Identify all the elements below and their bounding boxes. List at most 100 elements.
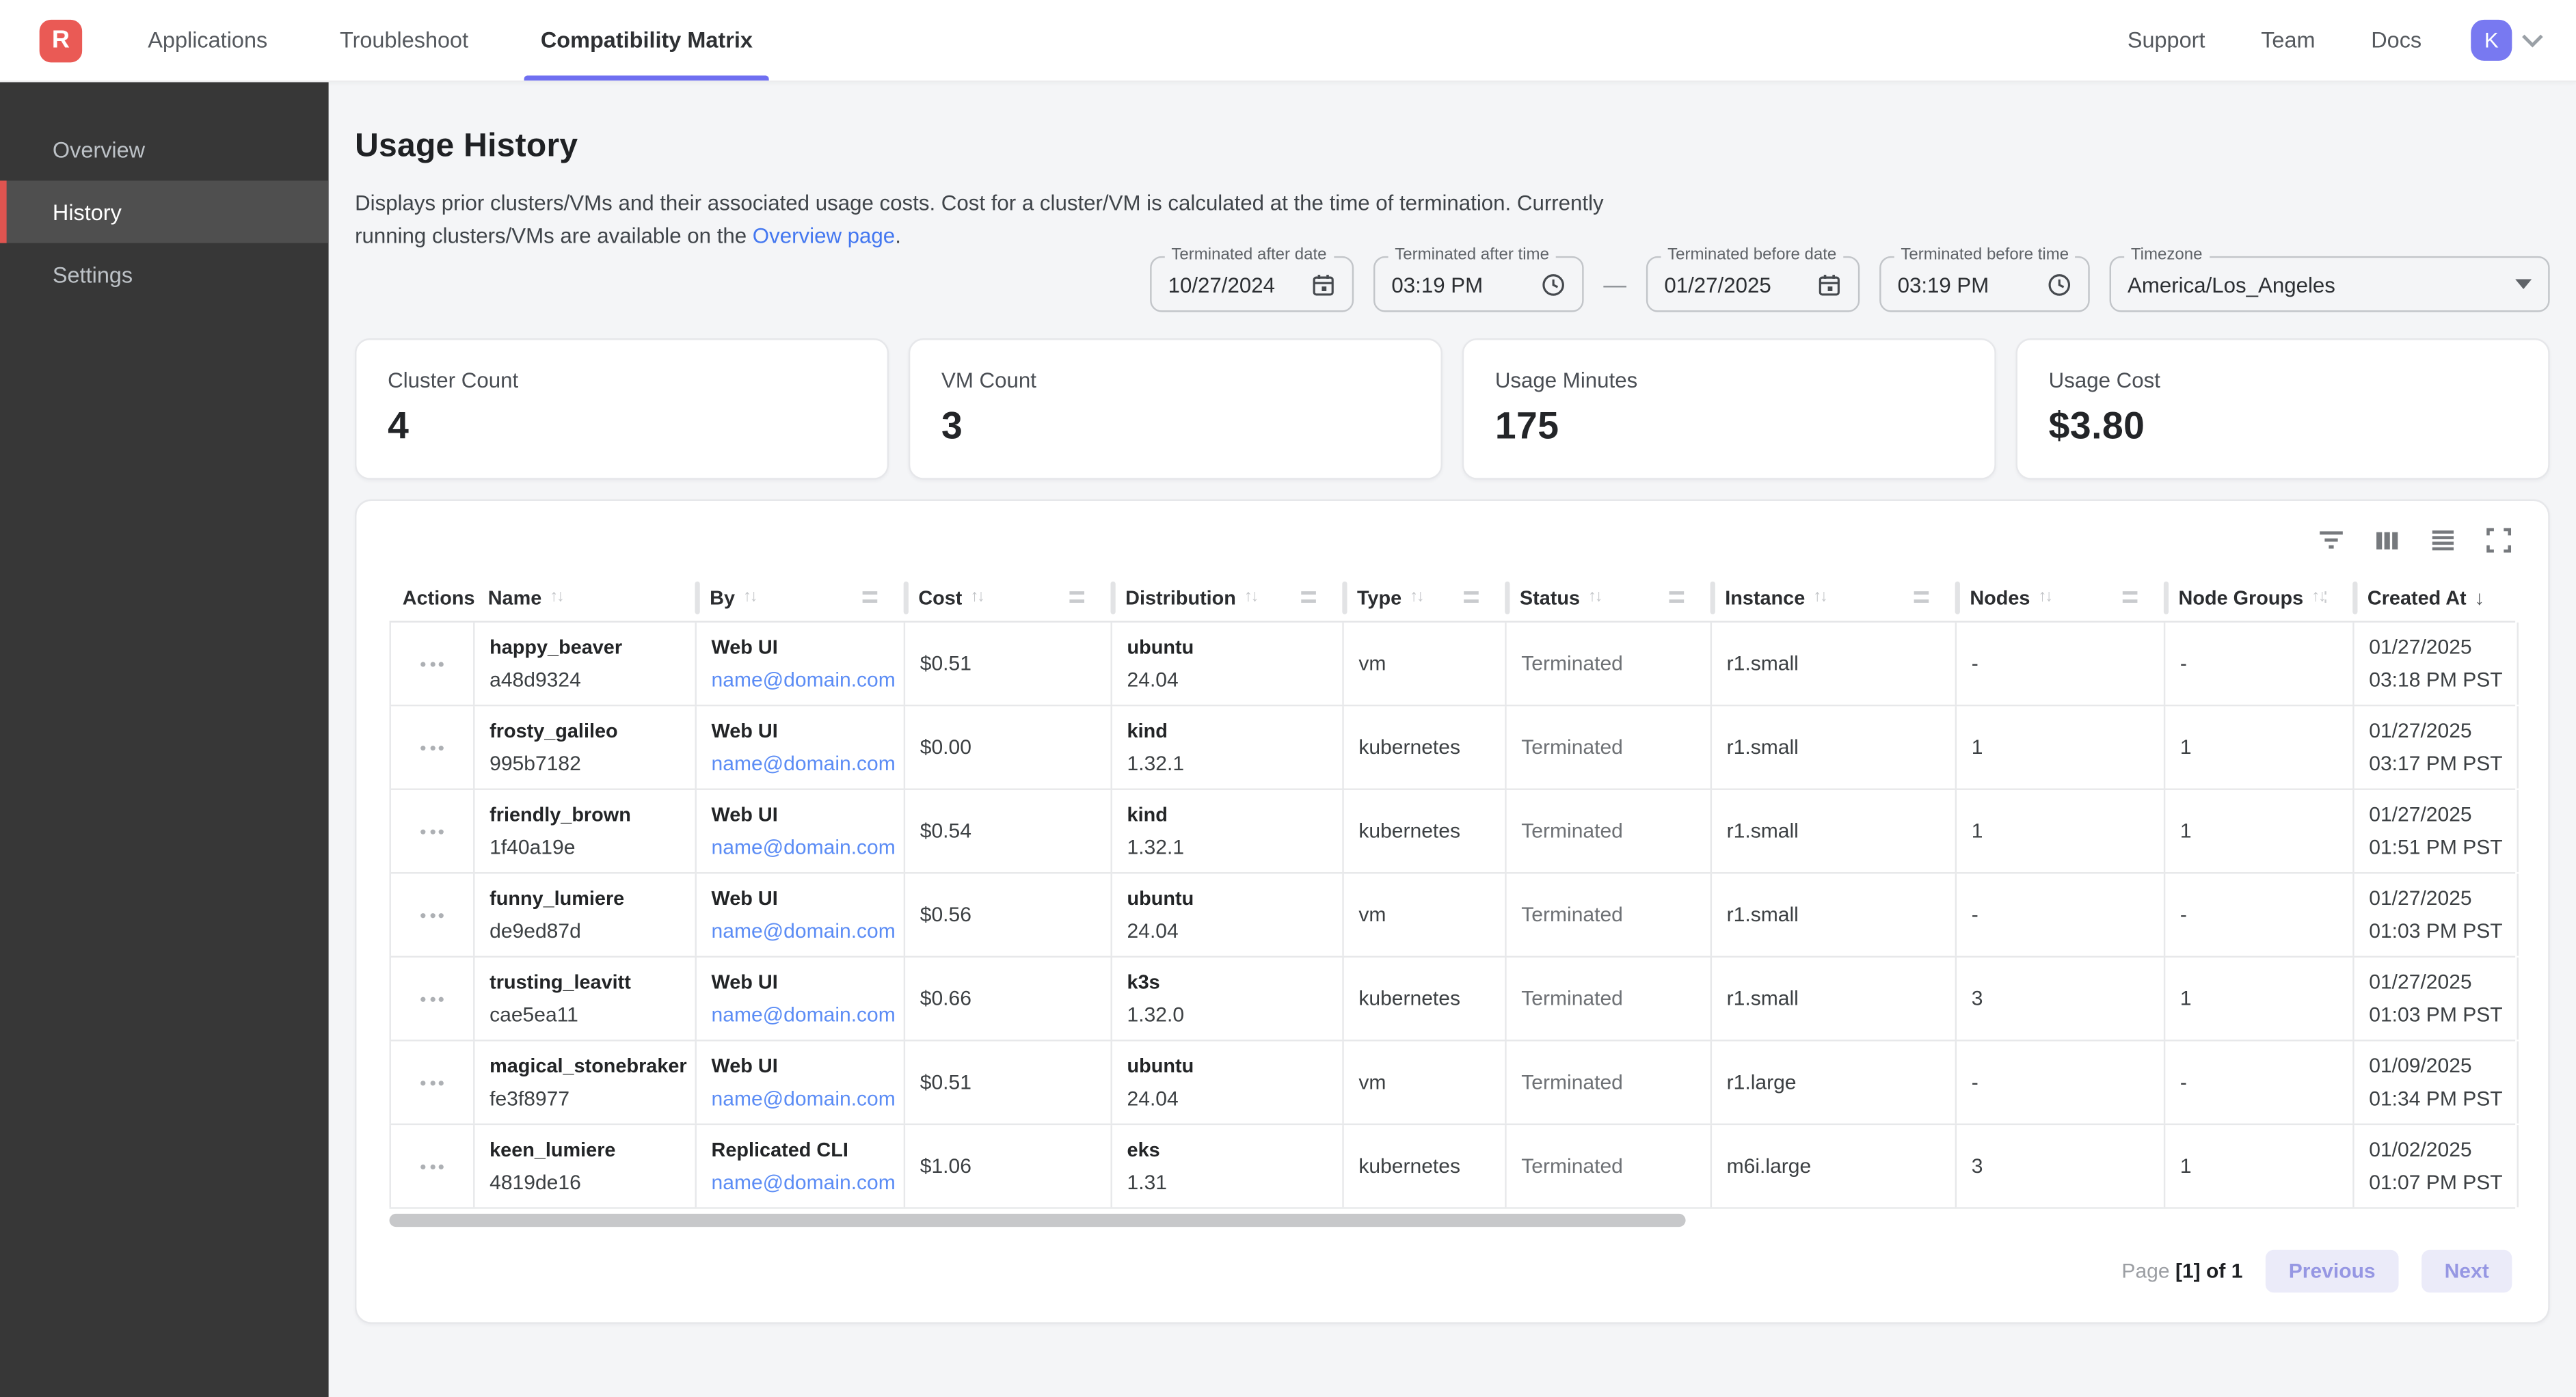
column-header[interactable]: Status ↑↓: [1507, 573, 1715, 621]
row-actions-button[interactable]: [414, 739, 451, 757]
column-header[interactable]: Created At ↓: [2354, 573, 2519, 621]
row-actions-button[interactable]: [414, 822, 451, 840]
column-header[interactable]: Name ↑↓: [474, 573, 700, 621]
created-by-method: Web UI: [711, 636, 778, 660]
nav-link-support[interactable]: Support: [2127, 27, 2205, 53]
stat-label: Usage Minutes: [1494, 368, 1638, 394]
terminated-after-time-field[interactable]: Terminated after time 03:19 PM: [1373, 247, 1584, 313]
column-separator[interactable]: [2352, 581, 2358, 614]
column-separator[interactable]: [1505, 581, 1510, 614]
usage-table-card: Actions Name ↑↓ By ↑↓ Cost ↑↓ Distributi…: [355, 500, 2550, 1325]
fullscreen-icon[interactable]: [2486, 528, 2512, 554]
column-separator[interactable]: [1955, 581, 1960, 614]
column-menu-icon[interactable]: [1669, 591, 1685, 603]
nodes-value: 3: [1971, 987, 1983, 1011]
column-header[interactable]: By ↑↓: [697, 573, 909, 621]
created-by-email-link[interactable]: name@domain.com: [711, 1171, 896, 1195]
column-separator[interactable]: [695, 581, 700, 614]
column-separator[interactable]: [1710, 581, 1715, 614]
active-tab-underline: [524, 75, 769, 81]
nav-link-team[interactable]: Team: [2261, 27, 2316, 53]
column-separator[interactable]: [1110, 581, 1116, 614]
page-title: Usage History: [355, 128, 578, 165]
calendar-icon[interactable]: [1311, 272, 1336, 297]
created-by-email-link[interactable]: name@domain.com: [711, 1087, 896, 1111]
sort-arrows-icon[interactable]: ↑↓: [970, 588, 985, 607]
column-menu-icon[interactable]: [2324, 591, 2326, 603]
column-header[interactable]: Distribution ↑↓: [1112, 573, 1347, 621]
sort-arrows-icon[interactable]: ↑↓: [1813, 588, 1828, 607]
column-header[interactable]: Nodes ↑↓: [1957, 573, 2169, 621]
replicated-logo[interactable]: R: [39, 18, 83, 62]
clock-icon[interactable]: [2047, 272, 2071, 297]
cost-value: $0.54: [920, 819, 971, 843]
sidebar: Overview History Settings: [0, 82, 329, 1397]
scrollbar-thumb[interactable]: [389, 1214, 1687, 1228]
sort-arrows-icon[interactable]: ↑↓: [2311, 588, 2326, 607]
columns-icon[interactable]: [2374, 528, 2400, 554]
overview-page-link[interactable]: Overview page: [752, 223, 896, 249]
timezone-select[interactable]: Timezone America/Los_Angeles: [2109, 247, 2550, 313]
terminated-after-date-field[interactable]: Terminated after date 10/27/2024: [1150, 247, 1354, 313]
created-at-cell: 01/09/2025 01:34 PM PST: [2354, 1042, 2519, 1124]
caret-down-icon[interactable]: [2515, 280, 2532, 290]
column-menu-icon[interactable]: [1069, 591, 1085, 603]
nav-link-docs[interactable]: Docs: [2371, 27, 2422, 53]
column-menu-icon[interactable]: [1301, 591, 1316, 603]
column-header[interactable]: Instance ↑↓: [1712, 573, 1960, 621]
nav-tab-troubleshoot[interactable]: Troubleshoot: [330, 0, 479, 81]
row-actions-button[interactable]: [414, 1074, 451, 1091]
calendar-icon[interactable]: [1817, 272, 1842, 297]
previous-page-button[interactable]: Previous: [2266, 1250, 2399, 1293]
sort-arrows-icon[interactable]: ↑↓: [1244, 588, 1259, 607]
created-by-email-link[interactable]: name@domain.com: [711, 1003, 896, 1027]
sort-arrows-icon[interactable]: ↑↓: [1588, 588, 1603, 607]
column-header[interactable]: Cost ↑↓: [905, 573, 1116, 621]
created-date: 01/27/2025: [2369, 971, 2472, 994]
column-header[interactable]: Node Groups ↑↓: [2165, 573, 2358, 621]
distribution-name: ubuntu: [1127, 1055, 1194, 1079]
created-by-email-link[interactable]: name@domain.com: [711, 836, 896, 860]
created-at-cell: 01/27/2025 01:03 PM PST: [2354, 958, 2519, 1040]
sidebar-item-settings[interactable]: Settings: [52, 262, 133, 287]
created-by-email-link[interactable]: name@domain.com: [711, 752, 896, 776]
sort-arrows-icon[interactable]: ↑↓: [1410, 588, 1425, 607]
density-icon[interactable]: [2430, 528, 2456, 554]
terminated-before-date-field[interactable]: Terminated before date 01/27/2025: [1646, 247, 1860, 313]
column-header-label: Instance: [1725, 586, 1806, 610]
row-actions-button[interactable]: [414, 990, 451, 1008]
sort-arrows-icon[interactable]: ↑↓: [2038, 588, 2053, 607]
nav-tab-applications[interactable]: Applications: [138, 0, 278, 81]
column-separator[interactable]: [1342, 581, 1347, 614]
column-menu-icon[interactable]: [1464, 591, 1479, 603]
column-menu-icon[interactable]: [1914, 591, 1929, 603]
sort-arrows-icon[interactable]: ↑↓: [743, 588, 758, 607]
next-page-button[interactable]: Next: [2421, 1250, 2512, 1293]
created-by-email-link[interactable]: name@domain.com: [711, 668, 896, 692]
column-header[interactable]: Actions: [390, 573, 475, 621]
row-actions-button[interactable]: [414, 1158, 451, 1176]
created-by-email-link[interactable]: name@domain.com: [711, 920, 896, 944]
clock-icon[interactable]: [1541, 272, 1566, 297]
sidebar-item-history[interactable]: History: [0, 180, 329, 243]
column-separator[interactable]: [903, 581, 909, 614]
row-actions-button[interactable]: [414, 655, 451, 673]
field-label: Timezone: [2124, 247, 2210, 265]
column-separator[interactable]: [2163, 581, 2169, 614]
status-value: Terminated: [1521, 819, 1623, 843]
chevron-down-icon[interactable]: [2522, 26, 2543, 48]
filter-icon[interactable]: [2318, 528, 2344, 554]
sort-arrows-icon[interactable]: ↓: [2474, 586, 2485, 610]
column-header[interactable]: Type ↑↓: [1344, 573, 1510, 621]
user-avatar[interactable]: K: [2471, 19, 2512, 61]
node-groups-cell: 1: [2165, 1125, 2354, 1208]
sidebar-item-overview[interactable]: Overview: [52, 137, 146, 162]
sort-arrows-icon[interactable]: ↑↓: [550, 588, 565, 607]
column-menu-icon[interactable]: [2122, 591, 2138, 603]
nav-tab-compatibility-matrix[interactable]: Compatibility Matrix: [524, 0, 769, 81]
terminated-before-time-field[interactable]: Terminated before time 03:19 PM: [1879, 247, 2090, 313]
row-actions-button[interactable]: [414, 906, 451, 924]
column-menu-icon[interactable]: [862, 591, 878, 603]
by-cell: Web UI name@domain.com: [697, 1042, 906, 1124]
stat-value: 4: [388, 404, 410, 448]
